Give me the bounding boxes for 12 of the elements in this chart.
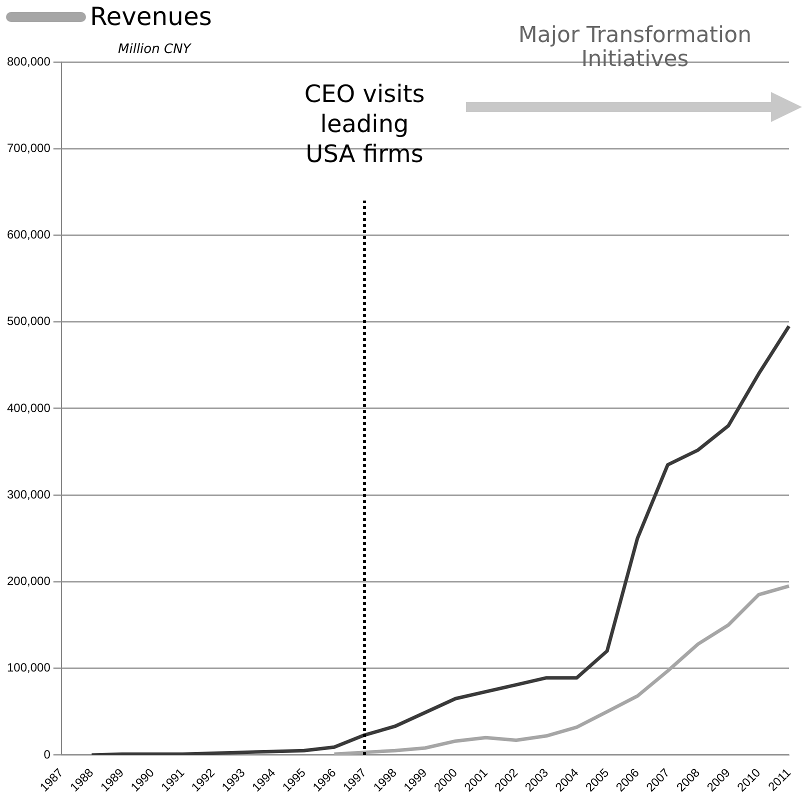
- y-tick-label: 300,000: [6, 487, 51, 502]
- y-tick-label: 0: [44, 747, 51, 762]
- y-tick-label: 500,000: [6, 314, 51, 328]
- y-tick-label: 200,000: [6, 574, 51, 588]
- legend-label: Revenues: [90, 2, 212, 31]
- y-tick-label: 400,000: [6, 400, 51, 415]
- ref-line-label: CEO visits leading USA firms: [304, 80, 425, 168]
- y-tick-label: 600,000: [6, 228, 51, 242]
- y-axis-title: Million CNY: [118, 42, 191, 57]
- y-tick-label: 700,000: [6, 140, 51, 155]
- y-tick-label: 100,000: [6, 660, 51, 675]
- y-tick-label: 800,000: [6, 54, 51, 68]
